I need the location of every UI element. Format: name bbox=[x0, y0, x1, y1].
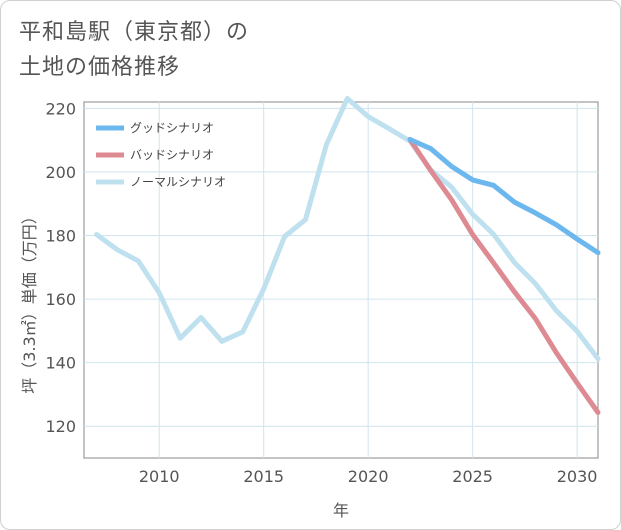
x-tick-2010: 2010 bbox=[139, 467, 180, 486]
legend-label-2[interactable]: ノーマルシナリオ bbox=[130, 175, 226, 189]
x-tick-2020: 2020 bbox=[348, 467, 389, 486]
y-tick-140: 140 bbox=[45, 354, 76, 373]
gridlines bbox=[84, 102, 598, 458]
legend-label-1[interactable]: バッドシナリオ bbox=[130, 148, 214, 162]
title-line-2: 土地の価格推移 bbox=[19, 55, 181, 80]
y-tick-200: 200 bbox=[45, 163, 76, 182]
y-tick-220: 220 bbox=[45, 99, 76, 118]
tick-labels: 2010 2015 2020 2025 2030 120 140 160 180 200 220 bbox=[45, 99, 597, 486]
legend-label-0[interactable]: グッドシナリオ bbox=[130, 121, 214, 135]
x-tick-2025: 2025 bbox=[452, 467, 493, 486]
series-line-1 bbox=[407, 137, 601, 415]
y-tick-160: 160 bbox=[45, 290, 76, 309]
x-tick-2015: 2015 bbox=[243, 467, 284, 486]
y-tick-180: 180 bbox=[45, 227, 76, 246]
chart-title: 平和島駅（東京都）の 土地の価格推移 bbox=[19, 15, 249, 85]
y-tick-120: 120 bbox=[45, 417, 76, 436]
x-axis-label: 年 bbox=[333, 501, 349, 520]
series-line-2 bbox=[94, 96, 601, 362]
series-line-0 bbox=[407, 137, 601, 256]
y-axis-label: 坪（3.3㎡）単価（万円） bbox=[20, 208, 39, 393]
x-tick-2030: 2030 bbox=[557, 467, 598, 486]
plot-area bbox=[83, 101, 599, 459]
series-lines bbox=[94, 96, 601, 415]
title-line-1: 平和島駅（東京都）の bbox=[19, 20, 250, 45]
